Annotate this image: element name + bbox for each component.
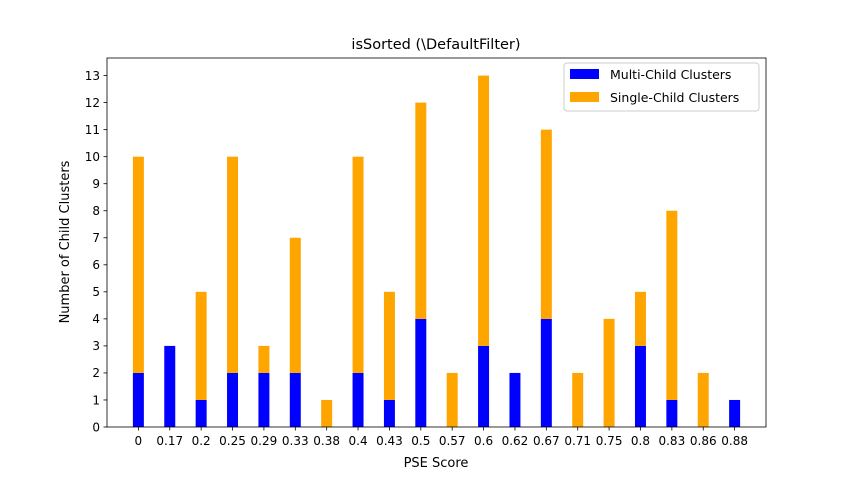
x-tick-label: 0 xyxy=(135,434,143,448)
bar-single-child-9 xyxy=(415,102,427,319)
y-tick-label: 12 xyxy=(85,96,100,110)
y-tick-label: 1 xyxy=(92,393,100,407)
bar-multi-child-5 xyxy=(289,372,301,427)
y-tick-label: 8 xyxy=(92,204,100,218)
bar-single-child-3 xyxy=(227,156,239,373)
bar-multi-child-12 xyxy=(509,372,521,427)
x-tick-label: 0.67 xyxy=(533,434,560,448)
bar-multi-child-0 xyxy=(132,372,144,427)
y-tick-label: 7 xyxy=(92,231,100,245)
bar-single-child-4 xyxy=(258,345,270,373)
x-tick-label: 0.17 xyxy=(156,434,183,448)
y-tick-label: 10 xyxy=(85,150,100,164)
bar-multi-child-4 xyxy=(258,372,270,427)
x-tick-label: 0.5 xyxy=(411,434,430,448)
x-axis-ticks: 0 0.17 0.2 0.25 0.29 0.33 0.38 0.4 0.43 0.5 0.57 0.… xyxy=(135,427,748,448)
x-tick-label: 0.57 xyxy=(439,434,466,448)
y-tick-label: 0 xyxy=(92,420,100,434)
bar-single-child-8 xyxy=(383,291,395,400)
legend-label-single-child: Single-Child Clusters xyxy=(610,90,739,105)
legend-label-multi-child: Multi-Child Clusters xyxy=(610,67,731,82)
bar-single-child-14 xyxy=(572,372,584,427)
x-axis-label: PSE Score xyxy=(404,456,469,471)
chart-title: isSorted (\DefaultFilter) xyxy=(351,37,520,53)
legend-swatch-single-child xyxy=(570,92,599,102)
y-axis-label: Number of Child Clusters xyxy=(58,160,73,323)
bar-multi-child-7 xyxy=(352,372,364,427)
plot-frame xyxy=(106,57,767,428)
x-tick-label: 0.43 xyxy=(376,434,403,448)
x-tick-label: 0.2 xyxy=(192,434,211,448)
bar-multi-child-11 xyxy=(478,345,490,427)
x-tick-label: 0.29 xyxy=(251,434,278,448)
bar-multi-child-19 xyxy=(729,399,741,427)
y-tick-label: 5 xyxy=(92,285,100,299)
bar-single-child-13 xyxy=(540,129,552,319)
bar-single-child-5 xyxy=(289,237,301,373)
bar-multi-child-8 xyxy=(383,399,395,427)
y-tick-label: 9 xyxy=(92,177,100,191)
bar-multi-child-9 xyxy=(415,318,427,427)
bar-single-child-15 xyxy=(603,318,615,427)
bar-multi-child-3 xyxy=(227,372,239,427)
legend: Multi-Child Clusters Single-Child Cluste… xyxy=(563,62,760,112)
bars-layer xyxy=(132,75,741,427)
x-tick-label: 0.4 xyxy=(349,434,368,448)
x-tick-label: 0.38 xyxy=(313,434,340,448)
legend-swatch-multi-child xyxy=(570,69,599,79)
bar-single-child-11 xyxy=(478,75,490,346)
bar-multi-child-2 xyxy=(195,399,207,427)
bar-single-child-10 xyxy=(446,372,458,427)
y-tick-label: 4 xyxy=(92,312,100,326)
y-tick-label: 11 xyxy=(85,123,100,137)
bar-single-child-17 xyxy=(666,210,678,400)
x-tick-label: 0.75 xyxy=(596,434,623,448)
x-tick-label: 0.62 xyxy=(502,434,529,448)
y-tick-label: 2 xyxy=(92,366,100,380)
bar-multi-child-17 xyxy=(666,399,678,427)
bar-single-child-2 xyxy=(195,291,207,400)
y-tick-label: 13 xyxy=(85,69,100,83)
x-tick-label: 0.71 xyxy=(564,434,591,448)
x-tick-label: 0.88 xyxy=(721,434,748,448)
x-tick-label: 0.83 xyxy=(658,434,685,448)
bar-multi-child-1 xyxy=(164,345,176,427)
x-tick-label: 0.86 xyxy=(690,434,717,448)
y-tick-label: 3 xyxy=(92,339,100,353)
bar-multi-child-16 xyxy=(634,345,646,427)
bar-single-child-16 xyxy=(634,291,646,346)
y-tick-label: 6 xyxy=(92,258,100,272)
bar-single-child-0 xyxy=(132,156,144,373)
bar-single-child-18 xyxy=(697,372,709,427)
x-tick-label: 0.25 xyxy=(219,434,246,448)
legend-frame xyxy=(563,62,760,112)
x-tick-label: 0.33 xyxy=(282,434,309,448)
bar-single-child-6 xyxy=(321,399,333,427)
x-tick-label: 0.8 xyxy=(631,434,650,448)
bar-multi-child-13 xyxy=(540,318,552,427)
x-tick-label: 0.6 xyxy=(474,434,493,448)
bar-single-child-7 xyxy=(352,156,364,373)
